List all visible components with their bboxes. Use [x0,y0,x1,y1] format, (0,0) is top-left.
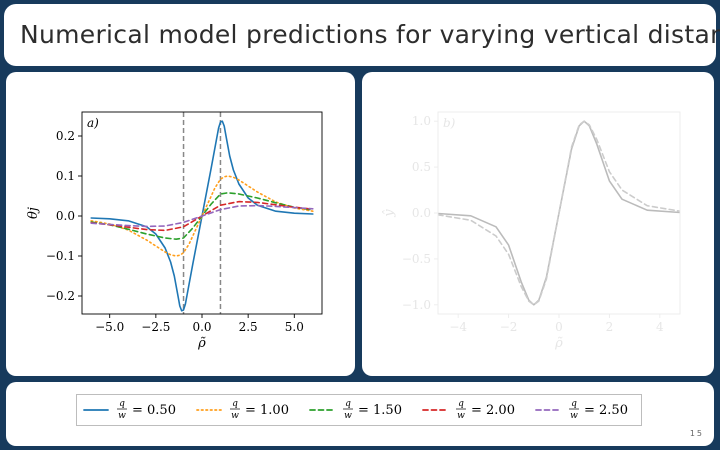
legend-fraction-numerator: q [458,399,464,409]
title-bar: Numerical model predictions for varying … [4,4,720,66]
legend-fraction-denominator: w [344,411,352,421]
y-tick-label: 0.2 [56,129,75,143]
legend-fraction-numerator: q [571,399,577,409]
legend-fraction-denominator: w [457,411,465,421]
x-tick-label: −2.5 [141,320,170,334]
y-tick-label: 0.5 [412,160,431,174]
x-tick-label: 4 [656,320,664,334]
slide-title: Numerical model predictions for varying … [20,20,720,49]
legend-fraction-denominator: w [231,411,239,421]
series-group [438,120,680,306]
legend-fraction-denominator: w [570,411,578,421]
x-tick-label: 2.5 [239,320,258,334]
series-group [90,120,314,312]
legend-entry: qw = 0.50 [83,399,176,421]
legend-value: = 1.50 [358,403,402,418]
chart-panel-a: −5.0 −2.5 0.0 2.5 5.0 −0.2 −0.1 0.0 0.1 0.2 a) ρ̃ θj [6,72,355,376]
legend-entry: qw = 1.50 [309,399,402,421]
plot-area: −4 −2 0 2 4 −1.0 −0.5 0.0 0.5 1.0 b) ρ̃ ŷ [382,111,681,351]
x-tick-label: 0.0 [192,320,211,334]
series-line-2 [438,120,680,306]
chart-a: −5.0 −2.5 0.0 2.5 5.0 −0.2 −0.1 0.0 0.1 0.2 a) ρ̃ θj [26,111,323,351]
x-tick-label: 5.0 [285,320,304,334]
y-tick-label: −0.2 [46,289,75,303]
y-axis-label: θj [26,207,41,219]
legend-entry: qw = 1.00 [196,399,289,421]
legend-value: = 0.50 [132,403,176,418]
y-axis-label: ŷ [382,209,397,218]
x-tick-label: −5.0 [95,320,124,334]
page-number: 15 [689,429,704,438]
y-tick-label: 1.0 [412,114,431,128]
x-axis-label: ρ̃ [554,336,563,351]
legend-entry: qw = 2.00 [422,399,515,421]
legend-fraction-numerator: q [345,399,351,409]
legend-value: = 2.00 [471,403,515,418]
legend-entry: qw = 2.50 [535,399,628,421]
legend-fraction-numerator: q [119,399,125,409]
legend: qw = 0.50 qw = 1.00 qw = 1.50 qw = 2.00 qw = 2.50 [76,394,642,426]
plot-area: −5.0 −2.5 0.0 2.5 5.0 −0.2 −0.1 0.0 0.1 0.2 a) ρ̃ θj [26,111,323,351]
y-tick-label: −0.1 [46,249,75,263]
y-tick-label: 0.0 [412,206,431,220]
legend-value: = 2.50 [584,403,628,418]
legend-fraction-numerator: q [232,399,238,409]
chart-b: −4 −2 0 2 4 −1.0 −0.5 0.0 0.5 1.0 b) ρ̃ ŷ [382,111,681,351]
legend-fraction-denominator: w [118,411,126,421]
legend-panel: q w = 0.50 q w = 1.00 q w = 1.50 q w = 2.00 q w = 2.50… [6,382,714,446]
panel-label: b) [443,116,456,130]
panel-label: a) [87,116,99,130]
y-tick-label: −0.5 [402,252,431,266]
chart-panel-b: −4 −2 0 2 4 −1.0 −0.5 0.0 0.5 1.0 b) ρ̃ ŷ [362,72,714,376]
x-tick-label: 0 [555,320,563,334]
series-line-5 [90,204,314,228]
x-tick-label: −4 [449,320,467,334]
x-axis-label: ρ̃ [197,336,206,351]
y-tick-label: 0.0 [56,209,75,223]
y-tick-label: 0.1 [56,169,75,183]
legend-value: = 1.00 [245,403,289,418]
x-tick-label: −2 [500,320,518,334]
y-tick-label: −1.0 [402,298,431,312]
x-tick-label: 2 [606,320,614,334]
